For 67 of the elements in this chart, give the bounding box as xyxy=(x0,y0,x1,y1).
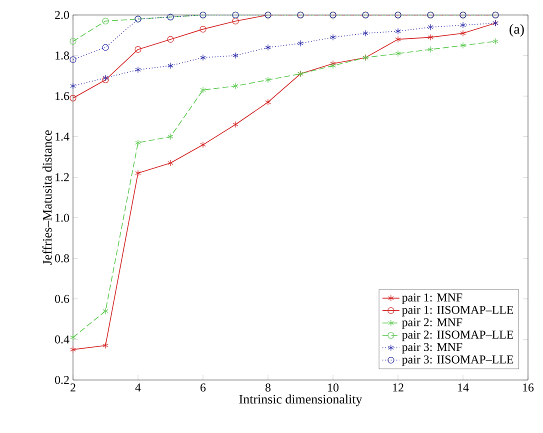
point xyxy=(168,160,174,166)
point xyxy=(298,40,304,47)
point xyxy=(232,52,238,59)
point xyxy=(232,82,238,90)
point xyxy=(70,334,76,341)
point xyxy=(460,42,466,49)
y-tick-label: 0.8 xyxy=(54,254,70,262)
point xyxy=(70,346,76,353)
point xyxy=(168,62,174,69)
y-tick-label: 1.6 xyxy=(56,92,70,100)
x-tick-label: 4 xyxy=(135,384,141,392)
point xyxy=(200,54,206,61)
point xyxy=(395,50,401,57)
point xyxy=(102,342,108,349)
point xyxy=(167,36,174,43)
point xyxy=(102,18,109,24)
y-tick-label: 0.2 xyxy=(54,376,69,384)
x-tick-label: 14 xyxy=(458,384,469,392)
y-tick-label: 0.4 xyxy=(54,335,70,344)
point xyxy=(492,38,498,45)
point xyxy=(135,170,141,176)
legend-label: pair 2: IISOMAP–LLE xyxy=(402,330,514,342)
x-axis-title: Intrinsic dimensionality xyxy=(239,394,362,406)
legend-label: pair 2: MNF xyxy=(402,318,462,329)
point xyxy=(70,82,76,90)
point xyxy=(265,76,271,84)
x-tick-label: 2 xyxy=(70,384,76,392)
y-tick-label: 1.2 xyxy=(56,173,69,182)
point xyxy=(330,34,336,41)
point xyxy=(460,30,466,37)
x-tick-label: 12 xyxy=(393,384,404,392)
x-tick-label: 10 xyxy=(328,384,339,392)
point xyxy=(200,141,206,148)
legend-label: pair 3: MNF xyxy=(402,343,462,354)
point xyxy=(395,28,401,35)
y-tick-label: 1.8 xyxy=(56,51,70,60)
legend-label: pair 1: IISOMAP–LLE xyxy=(402,306,514,316)
point xyxy=(232,121,238,128)
point xyxy=(200,86,206,94)
point xyxy=(102,308,108,314)
y-tick-label: 1.0 xyxy=(56,214,70,222)
y-tick-label: 1.4 xyxy=(56,132,70,141)
point xyxy=(134,46,142,53)
legend-label: pair 3: IISOMAP–LLE xyxy=(402,355,514,366)
annotation: (a) xyxy=(510,24,524,37)
x-tick-label: 8 xyxy=(265,384,271,392)
point xyxy=(428,34,434,41)
point xyxy=(200,26,206,32)
point xyxy=(428,46,434,53)
point xyxy=(135,139,141,146)
y-tick-label: 2.0 xyxy=(55,10,70,20)
point xyxy=(232,18,239,24)
y-tick-label: 0.6 xyxy=(54,294,70,303)
x-tick-label: 16 xyxy=(523,384,534,392)
point xyxy=(395,36,401,43)
point xyxy=(362,30,368,37)
point xyxy=(460,22,466,28)
y-axis-title: Jeffries–Matusita distance xyxy=(42,130,52,265)
point xyxy=(168,133,174,140)
point xyxy=(135,66,141,74)
point xyxy=(265,44,271,51)
legend-label: pair 1: MNF xyxy=(402,293,462,304)
point xyxy=(70,94,76,102)
point xyxy=(70,38,76,45)
x-tick-label: 6 xyxy=(200,384,206,392)
point xyxy=(428,24,434,30)
point xyxy=(265,98,271,106)
